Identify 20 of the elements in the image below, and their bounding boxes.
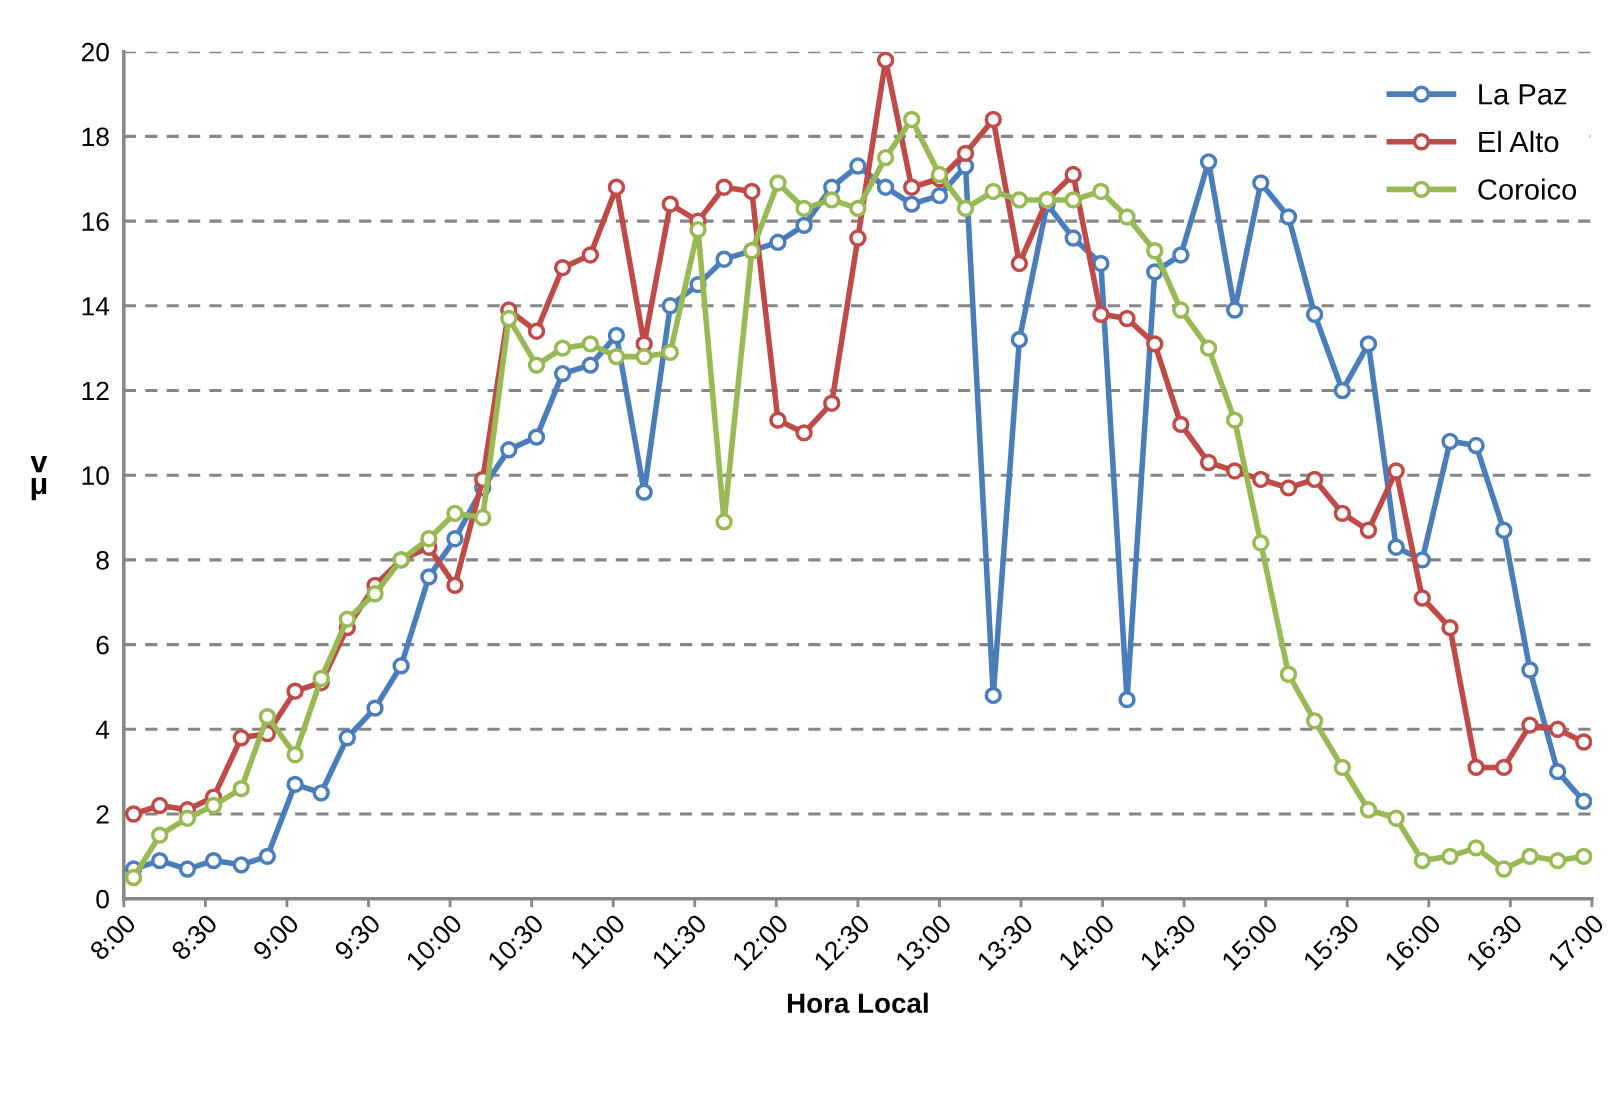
legend-label: La Paz <box>1479 84 1567 105</box>
y-tick-label: 4 <box>95 720 110 739</box>
y-tick-label: 10 <box>82 466 109 486</box>
y-tick-label: 18 <box>82 127 109 147</box>
x-tick-label: 9:00 <box>251 913 300 962</box>
y-tick-label: 0 <box>96 889 109 909</box>
x-tick-label: 8:30 <box>170 913 219 962</box>
y-tick-label: 6 <box>96 635 109 655</box>
y-tick-label: 8 <box>96 551 109 570</box>
y-axis-title: vμ <box>30 456 48 501</box>
y-tick-label: 16 <box>82 212 109 231</box>
x-axis-title: Hora Local <box>787 992 928 1014</box>
x-tick-label: 8:00 <box>88 913 137 962</box>
legend-label: El Alto <box>1479 130 1559 153</box>
y-tick-label: 2 <box>96 805 109 824</box>
y-tick-label: 20 <box>81 42 109 62</box>
y-tick-label: 12 <box>82 381 109 401</box>
x-tick-label: 9:30 <box>333 913 382 962</box>
legend-label: Coroico <box>1478 178 1577 200</box>
y-tick-label: 14 <box>82 297 110 316</box>
